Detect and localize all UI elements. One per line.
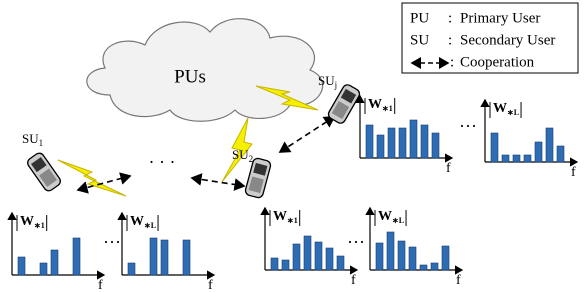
bar: [524, 155, 531, 162]
plot-label-main: W: [130, 214, 144, 229]
plot-label-main: W: [368, 97, 382, 112]
bar: [388, 128, 395, 158]
legend-text: Primary User: [460, 10, 540, 26]
axis-label: f: [446, 161, 451, 176]
bar: [502, 155, 509, 162]
bar: [376, 243, 383, 270]
bar: [150, 238, 157, 275]
user-label: SU2: [232, 147, 253, 164]
phone: [26, 151, 63, 192]
plot-label-main: W: [378, 209, 392, 224]
bar: [337, 256, 344, 270]
ellipsis: ···: [459, 116, 477, 136]
axis-label: f: [351, 273, 356, 288]
plot-label-sub: ∗1: [34, 221, 45, 230]
plot-label-main: W: [20, 214, 34, 229]
bar: [557, 146, 564, 162]
bar: [161, 240, 168, 275]
legend-key: PU: [410, 10, 429, 26]
bar: [183, 240, 190, 275]
axis-label: f: [98, 278, 103, 292]
plot-label-sub: ∗1: [287, 216, 298, 225]
bar: [399, 128, 406, 158]
plot-label-sub: ∗1: [382, 104, 393, 113]
bar: [513, 155, 520, 162]
bar: [315, 242, 322, 270]
user-label: SUj: [318, 73, 337, 90]
legend-sep: :: [450, 54, 454, 70]
plot-label-main: W: [273, 209, 287, 224]
axis-label: f: [208, 278, 213, 292]
plot-label: W∗L: [130, 214, 156, 230]
bar: [442, 246, 449, 270]
user-label: SU1: [22, 131, 43, 148]
bar: [431, 263, 438, 270]
ellipsis: ···: [347, 232, 365, 252]
plot-label: W∗1: [20, 214, 45, 230]
bar: [420, 265, 427, 270]
legend-sep: :: [448, 10, 452, 26]
legend-text: Secondary User: [460, 32, 555, 48]
bar: [398, 241, 405, 270]
bar: [128, 263, 135, 275]
diagram: PUs PU : Primary User SU : Secondary Use…: [0, 0, 584, 292]
ellipsis: · · ·: [149, 152, 176, 172]
coop-arrow: [192, 178, 244, 186]
bar: [326, 248, 333, 270]
coop-arrow: [280, 117, 334, 152]
bar: [271, 258, 278, 270]
bar: [432, 133, 439, 158]
plot-label-sub: ∗L: [392, 216, 404, 225]
plot-label: W∗L: [378, 209, 404, 225]
axis-label: f: [456, 273, 461, 288]
plot-label-main: W: [493, 101, 507, 116]
bar: [51, 250, 58, 275]
plot-label: W∗L: [493, 101, 519, 117]
plot-label: W∗1: [273, 209, 298, 225]
plot-label-sub: ∗L: [144, 221, 156, 230]
phone: [327, 83, 362, 125]
legend-sep: :: [448, 32, 452, 48]
plot-label-sub: ∗L: [507, 108, 519, 117]
bar: [304, 236, 311, 270]
bar: [421, 125, 428, 158]
bar: [409, 247, 416, 270]
bar: [18, 257, 25, 275]
lightning: [58, 160, 126, 196]
bar: [366, 125, 373, 158]
plot-label: W∗1: [368, 97, 393, 113]
bar: [73, 238, 80, 275]
bar: [491, 133, 498, 162]
cloud-label: PUs: [174, 66, 206, 87]
bar: [282, 260, 289, 270]
legend-key: SU: [410, 32, 429, 48]
bar: [377, 135, 384, 158]
bar: [546, 128, 553, 162]
bar: [410, 120, 417, 158]
bar: [293, 244, 300, 270]
bar: [40, 263, 47, 275]
bar: [387, 232, 394, 270]
legend-text: Cooperation: [460, 54, 535, 70]
axis-label: f: [571, 165, 576, 180]
bar: [535, 142, 542, 162]
ellipsis: ···: [103, 232, 121, 252]
